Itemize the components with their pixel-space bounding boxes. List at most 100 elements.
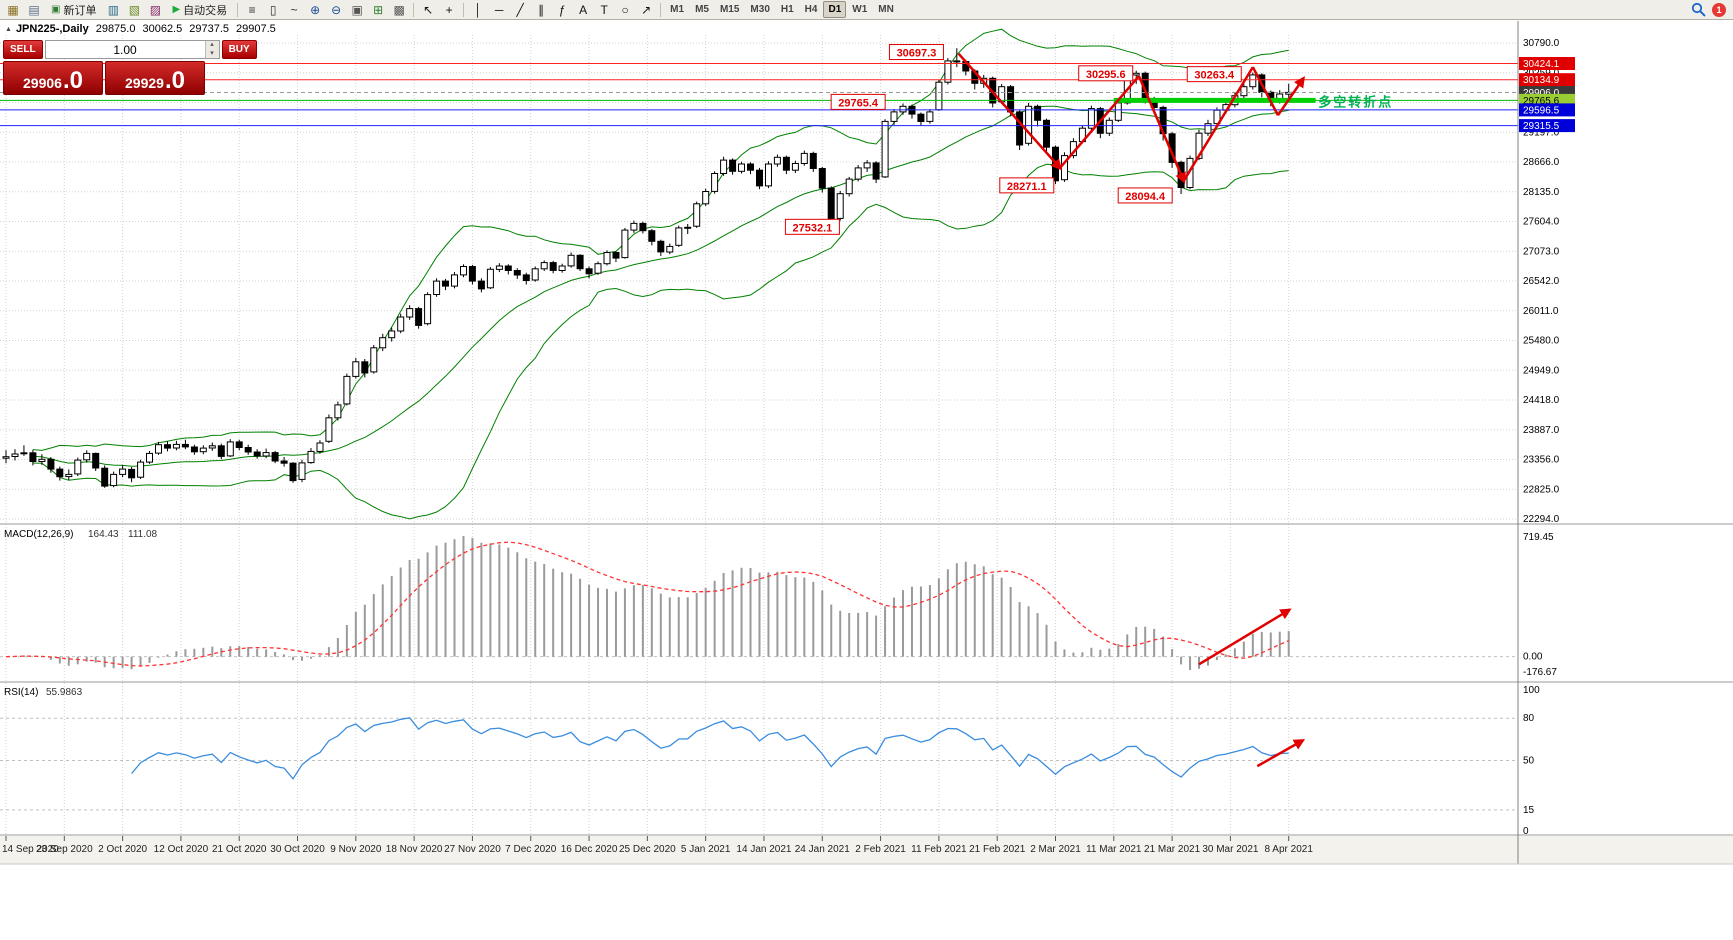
tile-windows-icon[interactable]: ▣ [351,2,363,17]
bars-mode-icon[interactable]: ≡ [248,2,256,17]
line-mode-icon[interactable]: ~ [290,2,298,17]
timeframe-h4[interactable]: H4 [804,4,818,15]
crosshair-icon[interactable]: + [445,2,453,17]
date-label: 25 Dec 2020 [619,844,676,855]
date-label: 27 Nov 2020 [444,844,501,855]
toolbar-separator [463,2,465,17]
buy-price-display[interactable]: 29929 .0 [105,61,205,95]
label-icon[interactable]: T [600,2,608,17]
market-watch-icon[interactable]: ▥ [107,2,120,17]
svg-text:30263.4: 30263.4 [1194,70,1235,82]
volume-input[interactable] [45,41,205,58]
vertical-line-icon[interactable]: │ [474,2,482,17]
channel-icon[interactable]: ∥ [538,2,545,17]
price-axis[interactable]: 30790.030259.029728.029197.028666.028135… [1523,38,1560,525]
toolbar-separator [660,2,662,17]
zoom-in-icon[interactable]: ⊕ [310,2,321,17]
candles-mode-icon[interactable]: ▯ [269,2,277,17]
time-axis-strip[interactable] [0,836,1733,864]
profiles-icon[interactable]: ▤ [28,2,40,17]
indicators-icon[interactable]: ⊞ [373,2,384,17]
trend-arrow[interactable] [1182,66,1254,182]
svg-text:29596.5: 29596.5 [1523,105,1560,116]
macd-trend-arrow[interactable] [1198,608,1292,666]
rsi-value: 55.9863 [46,687,83,698]
price-annotation[interactable]: 28271.1 [999,177,1055,194]
auto-trading-button[interactable]: ▶ 自动交易 [166,1,233,18]
rsi-trend-arrow[interactable] [1256,739,1306,768]
price-tag: 30424.1 [1519,57,1575,70]
timeframe-mn[interactable]: MN [878,4,894,15]
svg-text:26542.0: 26542.0 [1523,276,1560,287]
date-label: 9 Nov 2020 [330,844,382,855]
new-order-button[interactable]: ▣ 新订单 [45,1,102,18]
trendline-icon[interactable]: ╱ [516,2,524,17]
zoom-out-icon[interactable]: ⊖ [331,2,342,17]
price-annotation[interactable]: 28094.4 [1117,187,1173,204]
arrows-icon[interactable]: ↗ [641,2,652,17]
timeframe-m5[interactable]: M5 [695,4,709,15]
sell-button[interactable]: SELL [3,40,43,59]
rsi-line [131,717,1289,780]
trend-arrow[interactable] [1251,66,1280,116]
svg-text:28666.0: 28666.0 [1523,157,1560,168]
timeframe-d1[interactable]: D1 [823,1,847,18]
date-label: 14 Jan 2021 [736,844,791,855]
bollinger-middle-band [32,105,1289,467]
one-click-trading-panel: SELL ▴ ▾ BUY 29906 .0 29929 .0 [3,40,257,95]
timeframe-w1[interactable]: W1 [852,4,868,15]
new-chart-icon[interactable]: ▦ [7,2,19,17]
new-order-icon: ▣ [51,4,61,15]
horizontal-line-icon[interactable]: ─ [494,2,504,17]
price-annotation[interactable]: 30697.3 [888,44,944,61]
svg-text:23887.0: 23887.0 [1523,425,1560,436]
data-window-icon[interactable]: ▧ [128,2,141,17]
timeframe-m15[interactable]: M15 [719,4,740,15]
trend-arrow[interactable] [957,52,1063,171]
search-icon[interactable] [1691,2,1706,17]
svg-text:30134.9: 30134.9 [1523,75,1560,86]
rsi-axis-label: 100 [1523,685,1540,696]
macd-axis-label: 0.00 [1523,652,1543,663]
date-label: 21 Mar 2021 [1144,844,1201,855]
auto-trading-label: 自动交易 [183,4,228,17]
trend-arrow[interactable] [1059,75,1140,169]
bollinger-lower-band [32,163,1289,520]
cursor-icon[interactable]: ↖ [423,2,434,17]
volume-up-icon[interactable]: ▴ [205,41,219,50]
turning-point-label[interactable]: 多空转折点 [1318,94,1393,109]
fibonacci-icon[interactable]: ƒ [558,2,566,17]
svg-text:26011.0: 26011.0 [1523,306,1559,317]
trend-arrow[interactable] [1137,75,1186,184]
shapes-icon[interactable]: ○ [621,2,629,17]
svg-text:28135.0: 28135.0 [1523,187,1560,198]
trend-arrow[interactable] [1276,76,1305,116]
timeframe-m1[interactable]: M1 [670,4,685,15]
price-annotation[interactable]: 27532.1 [784,218,840,235]
date-label: 5 Jan 2021 [681,844,731,855]
date-label: 2 Oct 2020 [98,844,147,855]
svg-text:22825.0: 22825.0 [1523,484,1560,495]
date-label: 11 Feb 2021 [911,844,967,855]
price-annotation[interactable]: 30263.4 [1186,66,1242,83]
buy-button[interactable]: BUY [221,40,257,59]
text-icon[interactable]: A [579,2,588,17]
grid [0,35,1518,835]
rsi-axis-label: 50 [1523,756,1535,767]
date-label: 24 Jan 2021 [795,844,850,855]
price-annotation[interactable]: 29765.4 [830,93,886,110]
timeframe-h1[interactable]: H1 [780,4,794,15]
notification-badge[interactable]: 1 [1712,2,1726,17]
sell-price-display[interactable]: 29906 .0 [3,61,103,95]
timeframe-m30[interactable]: M30 [750,4,770,15]
volume-down-icon[interactable]: ▾ [205,49,219,58]
templates-icon[interactable]: ▩ [393,2,405,17]
price-tag: 30134.9 [1519,73,1575,87]
navigator-icon[interactable]: ▨ [149,2,162,17]
price-annotation[interactable]: 30295.6 [1078,65,1134,82]
date-label: 2 Mar 2021 [1030,844,1081,855]
sell-price: 29906 [23,75,62,91]
